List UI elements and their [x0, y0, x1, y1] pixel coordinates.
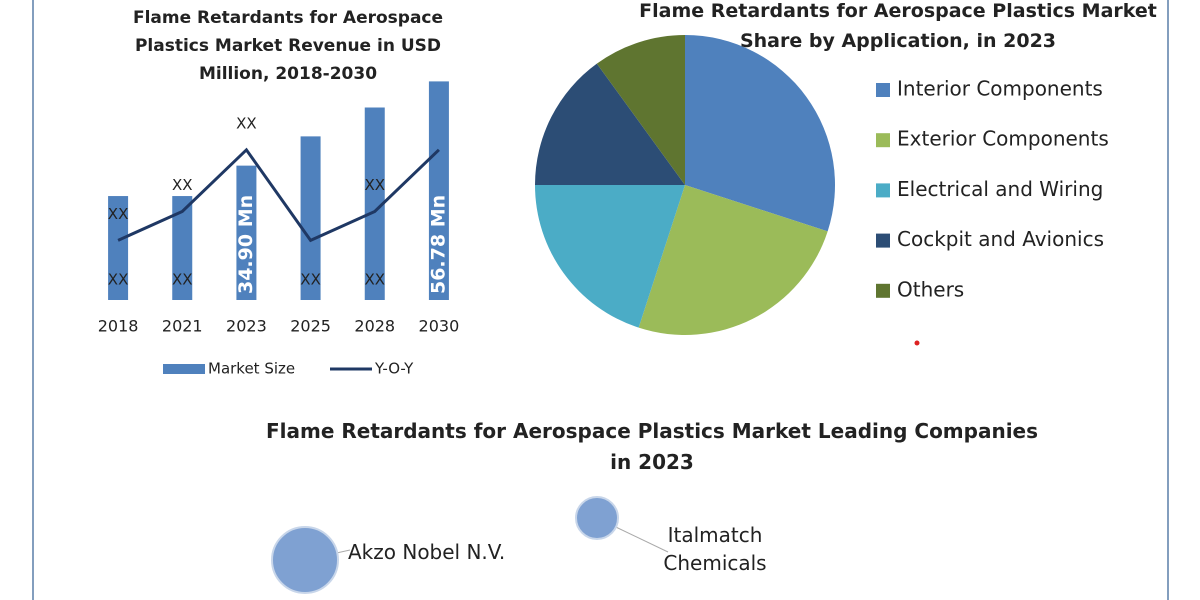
companies-title: Flame Retardants for Aerospace Plastics … — [265, 419, 1039, 474]
company-label: Akzo Nobel N.V. — [348, 540, 506, 564]
legend-swatch — [876, 83, 890, 97]
legend-label: Cockpit and Avionics — [897, 227, 1104, 251]
x-tick-label: 2028 — [354, 317, 395, 336]
pie-slice — [685, 35, 835, 232]
data-label: XX — [108, 271, 129, 289]
chart-title: Flame Retardants for Aerospace Plastics … — [639, 0, 1157, 52]
legend-swatch — [163, 364, 205, 374]
pie-slice — [596, 35, 685, 185]
x-tick-label: 2021 — [162, 317, 203, 336]
data-label: XX — [300, 271, 321, 289]
pie-slice — [638, 185, 828, 335]
legend-label: Market Size — [208, 360, 295, 378]
x-tick-label: 2018 — [98, 317, 139, 336]
legend-label: Y-O-Y — [374, 360, 414, 378]
company-bubble — [271, 526, 339, 594]
chart-title: Flame Retardants for Aerospace Plastics … — [132, 8, 444, 84]
legend-label: Interior Components — [897, 77, 1103, 101]
legend-label: Electrical and Wiring — [897, 177, 1103, 201]
data-label: 56.78 Mn — [427, 195, 449, 294]
bar — [428, 81, 449, 300]
bar — [236, 165, 257, 300]
legend-swatch — [876, 233, 890, 248]
bar — [172, 196, 193, 300]
x-tick-label: 2025 — [290, 317, 331, 336]
bar — [108, 196, 129, 300]
legend-label: Exterior Components — [897, 127, 1109, 151]
company-bubble — [575, 496, 619, 540]
data-label: XX — [364, 271, 385, 289]
x-tick-label: 2030 — [419, 317, 460, 336]
line — [117, 147, 440, 243]
pie-slice — [535, 63, 685, 186]
legend-swatch — [876, 283, 890, 298]
x-tick-label: 2023 — [226, 317, 267, 336]
legend-swatch — [876, 183, 890, 198]
company-label: Italmatch Chemicals — [663, 523, 767, 575]
bar — [364, 107, 385, 300]
data-label: XX — [172, 176, 193, 194]
pie-slice — [535, 185, 685, 328]
bar — [300, 136, 321, 300]
data-label: XX — [108, 205, 129, 223]
data-label: XX — [364, 176, 385, 194]
legend-label: Others — [897, 277, 964, 301]
data-label: 34.90 Mn — [235, 195, 257, 294]
data-label: XX — [172, 271, 193, 289]
dot — [914, 340, 920, 346]
data-label: XX — [236, 114, 257, 132]
legend-swatch — [876, 133, 890, 148]
